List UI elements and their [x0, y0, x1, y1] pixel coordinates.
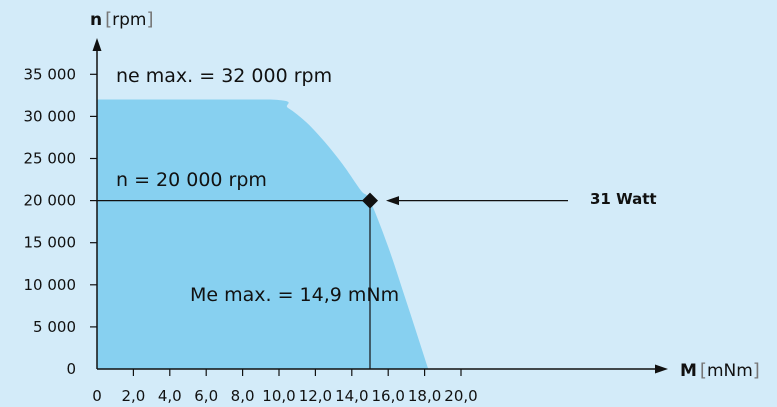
y-tick-label: 15 000: [24, 234, 77, 252]
x-tick-label: 20,0: [444, 387, 477, 405]
x-axis-symbol: M: [680, 361, 697, 381]
y-axis-title: n [rpm]: [90, 9, 154, 30]
x-tick-label: 2,0: [121, 387, 145, 405]
y-tick-label: 10 000: [24, 276, 77, 294]
x-tick-label: 10,0: [262, 387, 295, 405]
x-axis-unit: mNm: [707, 361, 753, 381]
max-speed-annotation: ne max. = 32 000 rpm: [116, 65, 332, 87]
x-tick-label: 16,0: [371, 387, 404, 405]
x-tick-label: 14,0: [335, 387, 368, 405]
y-tick-label: 20 000: [24, 192, 77, 210]
y-axis-symbol: n: [90, 10, 102, 30]
y-tick-label: 35 000: [24, 65, 77, 83]
x-tick-label: 4,0: [158, 387, 182, 405]
y-axis-arrowhead: [92, 38, 102, 51]
x-tick-label: 8,0: [231, 387, 255, 405]
x-axis-arrowhead: [655, 364, 668, 374]
x-axis-ticks: 0 2,0 4,0 6,0 8,0 10,0 12,0 14,0 16,0 18,0 20,0: [92, 369, 478, 405]
power-callout-label: 31 Watt: [590, 190, 657, 208]
y-tick-label: 5 000: [33, 318, 76, 336]
y-axis-ticks: 0 5 000 10 000 15 000 20 000 25 000 30 000 35 0…: [24, 65, 97, 378]
y-tick-label: 30 000: [24, 107, 77, 125]
speed-annotation: n = 20 000 rpm: [116, 169, 267, 191]
x-axis-title: M [mNm]: [680, 360, 760, 381]
power-callout-arrowhead: [386, 196, 399, 206]
y-tick-label: 25 000: [24, 150, 77, 168]
max-torque-annotation: Me max. = 14,9 mNm: [190, 284, 399, 306]
operating-area: [97, 99, 429, 369]
x-tick-label: 12,0: [299, 387, 332, 405]
y-tick-label: 0: [66, 360, 76, 378]
operating-point-marker: [362, 192, 378, 209]
y-axis-unit: rpm: [112, 10, 146, 30]
x-tick-label: 6,0: [194, 387, 218, 405]
x-tick-label: 0: [92, 387, 102, 405]
x-tick-label: 18,0: [408, 387, 441, 405]
